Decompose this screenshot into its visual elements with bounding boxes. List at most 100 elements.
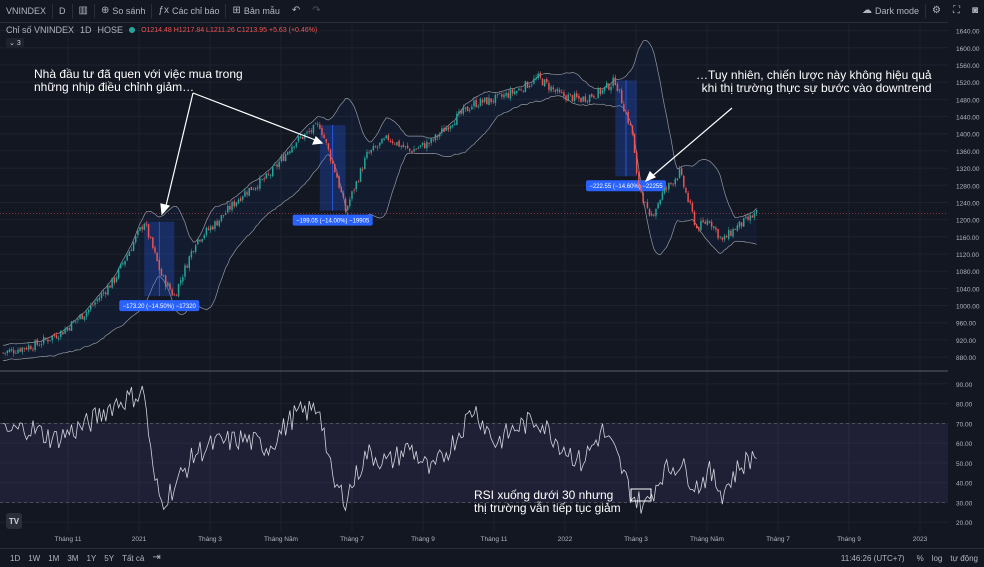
templates-button[interactable]: ⊞ Bản mẫu [226,0,285,22]
candle-body [156,252,158,262]
tradingview-logo-icon[interactable]: TV [6,513,22,529]
arrow-head [312,135,324,145]
market-status-dot [129,27,136,33]
candle-body [413,149,415,152]
candle-body [588,95,591,103]
log-toggle[interactable]: log [931,553,943,563]
bollinger-lower [3,95,757,361]
rsi-tick-label: 30.00 [956,500,973,507]
candle-body [700,220,702,231]
candle-body [441,128,443,133]
candle-body [293,146,295,148]
candle-body [381,138,383,144]
candle-body [503,94,505,98]
compare-label: So sánh [112,6,146,16]
candle-body [548,83,550,90]
price-tick-label: 1600.00 [956,46,980,53]
candle-body [329,149,332,161]
candle-body [638,171,640,185]
candle-body [458,111,460,115]
candle-body [498,93,501,95]
candle-body [175,295,178,297]
percent-toggle[interactable]: % [916,553,924,563]
settings-button[interactable]: ⚙ [926,0,947,22]
candle-body [625,112,627,114]
candle-body [357,181,360,183]
chart-type-button[interactable]: ▥ [73,0,94,22]
symbol-search[interactable]: VNINDEX [0,0,52,22]
arrow-line [649,107,733,179]
fullscreen-button[interactable]: ⛶ [947,0,966,22]
range-all[interactable]: Tất cả [122,553,145,563]
candle-body [306,131,308,133]
candle-body [524,81,527,92]
theme-toggle[interactable]: ☁ Dark mode [856,0,925,22]
candle-body [533,78,535,84]
candle-body [432,139,435,141]
candle-body [92,304,94,306]
measure-boxes: −173.20 (−14.50%) −17320 −199.05 (−14.00%… [119,80,667,312]
price-axis-bg [948,22,984,546]
range-1m[interactable]: 1M [48,553,60,563]
candle-body [149,237,152,238]
range-1y[interactable]: 1Y [86,553,97,563]
candle-body [188,256,191,268]
annotation-right: …Tuy nhiên, chiến lược này không hiệu qu… [696,69,932,95]
candle-body [593,95,595,98]
candle-body [368,152,370,154]
undo-button[interactable]: ↶ [286,0,306,22]
range-5y[interactable]: 5Y [104,553,115,563]
candle-body [511,89,514,94]
range-3m[interactable]: 3M [67,553,79,563]
theme-label: Dark mode [874,6,919,16]
candle-body [620,90,623,104]
candle-body [430,138,432,143]
candle-body [120,263,122,269]
candle-body [571,95,574,102]
candle-body [623,104,625,112]
candle-body [479,98,482,107]
candle-body [68,328,71,331]
candle-body [42,336,45,344]
candle-body [717,228,719,239]
candle-body [167,282,169,287]
legend-collapse-button[interactable]: ⌄ 3 [6,38,24,48]
price-tick-label: 1120.00 [956,252,979,259]
candle-body [194,245,197,252]
candle-body [612,77,614,87]
candle-body [227,205,229,213]
candlestick-series [2,71,758,357]
candle-body [83,316,86,320]
snapshot-button[interactable]: ◙ [966,0,984,22]
candle-body [483,97,486,102]
candle-body [107,285,109,295]
candle-body [122,263,124,265]
candle-body [616,84,619,92]
candle-body [526,81,529,88]
indicators-button[interactable]: ƒx Các chỉ báo [152,0,225,22]
arrow-line [192,92,319,142]
measure-label: −199.05 (−14.00%) −19905 [296,219,370,225]
price-chart[interactable]: −173.20 (−14.50%) −17320 −199.05 (−14.00%… [0,22,984,546]
candle-body [546,78,548,83]
legend-ohlc: O1214.48 H1217.84 L1211.26 C1213.95 +5.6… [141,26,318,34]
candle-body [154,247,156,253]
interval-button[interactable]: D [53,0,72,22]
candle-body [415,148,417,150]
candle-body [349,199,351,206]
range-1d[interactable]: 1D [10,553,21,563]
candle-body [233,201,235,207]
auto-toggle[interactable]: tự động [950,553,978,563]
date-range-icon[interactable]: ⇥ [152,552,161,563]
candle-body [220,214,223,221]
compare-button[interactable]: ⊕ So sánh [95,0,151,22]
candle-body [753,213,756,218]
symbol-label: VNINDEX [6,6,47,16]
candle-body [295,142,298,147]
candle-body [34,340,36,351]
candle-body [417,147,420,149]
redo-button[interactable]: ↷ [306,0,326,22]
range-1w[interactable]: 1W [28,553,41,563]
price-tick-label: 960.00 [956,321,976,328]
candle-body [30,346,32,350]
